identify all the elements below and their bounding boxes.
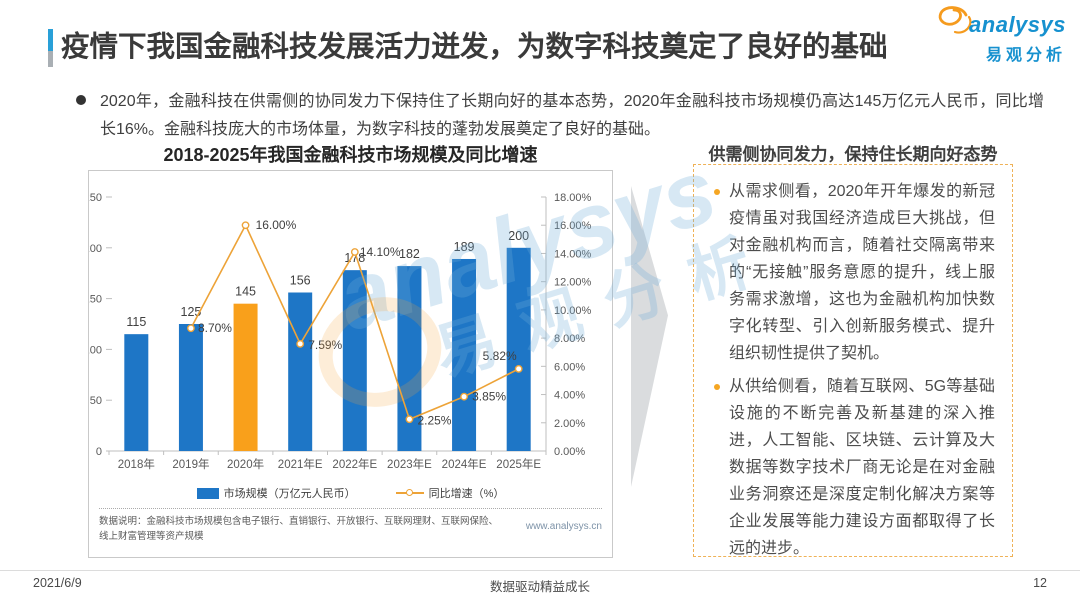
footer-date: 2021/6/9 xyxy=(33,576,82,590)
data-note-text: 数据说明：金融科技市场规模包含电子银行、直销银行、开放银行、互联网理财、互联网保… xyxy=(99,516,499,543)
svg-text:189: 189 xyxy=(454,240,475,254)
svg-text:5.82%: 5.82% xyxy=(483,349,517,363)
logo-swirl-icon xyxy=(938,6,972,34)
chart-footnote: 数据说明：金融科技市场规模包含电子银行、直销银行、开放银行、互联网理财、互联网保… xyxy=(99,508,602,544)
svg-text:0.00%: 0.00% xyxy=(554,446,585,458)
svg-text:6.00%: 6.00% xyxy=(554,361,585,373)
legend-item-bar: 市场规模（万亿元人民币） xyxy=(196,485,356,501)
chart-title: 2018-2025年我国金融科技市场规模及同比增速 xyxy=(163,145,538,165)
website-text: www.analysys.cn xyxy=(525,521,602,532)
insight-bullet-text: 从供给侧看，随着互联网、5G等基础设施的不断完善及新基建的深入推进，人工智能、区… xyxy=(729,378,995,557)
insight-bullet-demand: 从需求侧看，2020年开年爆发的新冠疫情虽对我国经济造成巨大挑战，但对金融机构而… xyxy=(708,178,998,367)
svg-text:2019年: 2019年 xyxy=(172,457,209,471)
svg-text:3.85%: 3.85% xyxy=(472,390,506,404)
svg-text:14.10%: 14.10% xyxy=(360,245,401,259)
insight-panel: 从需求侧看，2020年开年爆发的新冠疫情虽对我国经济造成巨大挑战，但对金融机构而… xyxy=(693,164,1013,557)
chart-section: 2018-2025年我国金融科技市场规模及同比增速 0 50 100 150 200 25… xyxy=(88,141,613,558)
svg-text:2022年E: 2022年E xyxy=(332,457,377,471)
analysys-logo: analysys 易观分析 xyxy=(932,6,1066,65)
bullet-icon xyxy=(76,95,86,105)
svg-text:2023年E: 2023年E xyxy=(387,457,432,471)
svg-text:2.00%: 2.00% xyxy=(554,418,585,430)
svg-text:12.00%: 12.00% xyxy=(554,277,592,289)
svg-text:50: 50 xyxy=(90,395,102,407)
chart-legend: 市场规模（万亿元人民币） 同比增速（%） xyxy=(89,485,612,501)
svg-text:145: 145 xyxy=(235,285,256,299)
svg-text:8.00%: 8.00% xyxy=(554,333,585,345)
page-number: 12 xyxy=(1033,576,1047,590)
footer-divider xyxy=(0,570,1080,571)
insight-bullet-supply: 从供给侧看，随着互联网、5G等基础设施的不断完善及新基建的深入推进，人工智能、区… xyxy=(708,373,998,557)
insight-panel-title: 供需侧协同发力，保持住长期向好态势 xyxy=(708,145,998,164)
svg-text:18.00%: 18.00% xyxy=(554,192,592,204)
svg-text:125: 125 xyxy=(181,305,202,319)
line-swatch-icon xyxy=(395,489,424,496)
market-size-combo-chart: 0 50 100 150 200 250 0.00% 2.00% 4.00% 6.00% 8.00%… xyxy=(89,192,592,471)
svg-text:2018年: 2018年 xyxy=(118,457,155,471)
svg-text:0: 0 xyxy=(96,446,102,458)
footer-slogan: 数据驱动精益成长 xyxy=(489,580,590,594)
svg-text:8.70%: 8.70% xyxy=(198,321,232,335)
svg-text:16.00%: 16.00% xyxy=(256,218,297,232)
svg-text:115: 115 xyxy=(126,315,146,329)
svg-text:200: 200 xyxy=(508,229,529,243)
legend-bar-label: 市场规模（万亿元人民币） xyxy=(223,488,356,500)
bar-swatch-icon xyxy=(196,487,219,499)
summary-paragraph: 2020年，金融科技在供需侧的协同发力下保持住了长期向好的基本态势，2020年金… xyxy=(76,88,1044,143)
page-title: 疫情下我国金融科技发展活力迸发，为数字科技奠定了良好的基础 xyxy=(61,31,888,63)
svg-text:2021年E: 2021年E xyxy=(278,457,323,471)
logo-brand-text: analysys xyxy=(969,12,1066,37)
svg-text:2024年E: 2024年E xyxy=(442,457,487,471)
svg-text:200: 200 xyxy=(89,243,102,255)
svg-text:14.00%: 14.00% xyxy=(554,248,592,260)
svg-text:2020年: 2020年 xyxy=(227,457,264,471)
title-accent-bar xyxy=(48,29,53,67)
svg-text:4.00%: 4.00% xyxy=(554,390,585,402)
orange-bullet-icon xyxy=(714,384,720,390)
svg-text:156: 156 xyxy=(290,274,311,288)
svg-text:10.00%: 10.00% xyxy=(554,305,592,317)
footer: 2021/6/9 数据驱动精益成长 12 xyxy=(0,576,1080,594)
insight-bullet-text: 从需求侧看，2020年开年爆发的新冠疫情虽对我国经济造成巨大挑战，但对金融机构而… xyxy=(729,183,995,362)
svg-text:182: 182 xyxy=(399,247,420,261)
svg-text:2.25%: 2.25% xyxy=(417,413,451,427)
svg-text:150: 150 xyxy=(89,294,102,306)
orange-bullet-icon xyxy=(714,189,720,195)
summary-text: 2020年，金融科技在供需侧的协同发力下保持住了长期向好的基本态势，2020年金… xyxy=(100,93,1044,138)
logo-brand-cn: 易观分析 xyxy=(985,47,1066,64)
svg-text:16.00%: 16.00% xyxy=(554,220,592,232)
svg-text:100: 100 xyxy=(89,344,102,356)
legend-item-line: 同比增速（%） xyxy=(395,485,505,501)
chevron-right-arrow-icon xyxy=(631,186,668,487)
chart-box: 0 50 100 150 200 250 0.00% 2.00% 4.00% 6.00% 8.00%… xyxy=(88,170,613,558)
legend-line-label: 同比增速（%） xyxy=(428,488,505,500)
svg-text:250: 250 xyxy=(89,192,102,204)
svg-text:2025年E: 2025年E xyxy=(496,457,541,471)
svg-text:7.59%: 7.59% xyxy=(308,338,342,352)
